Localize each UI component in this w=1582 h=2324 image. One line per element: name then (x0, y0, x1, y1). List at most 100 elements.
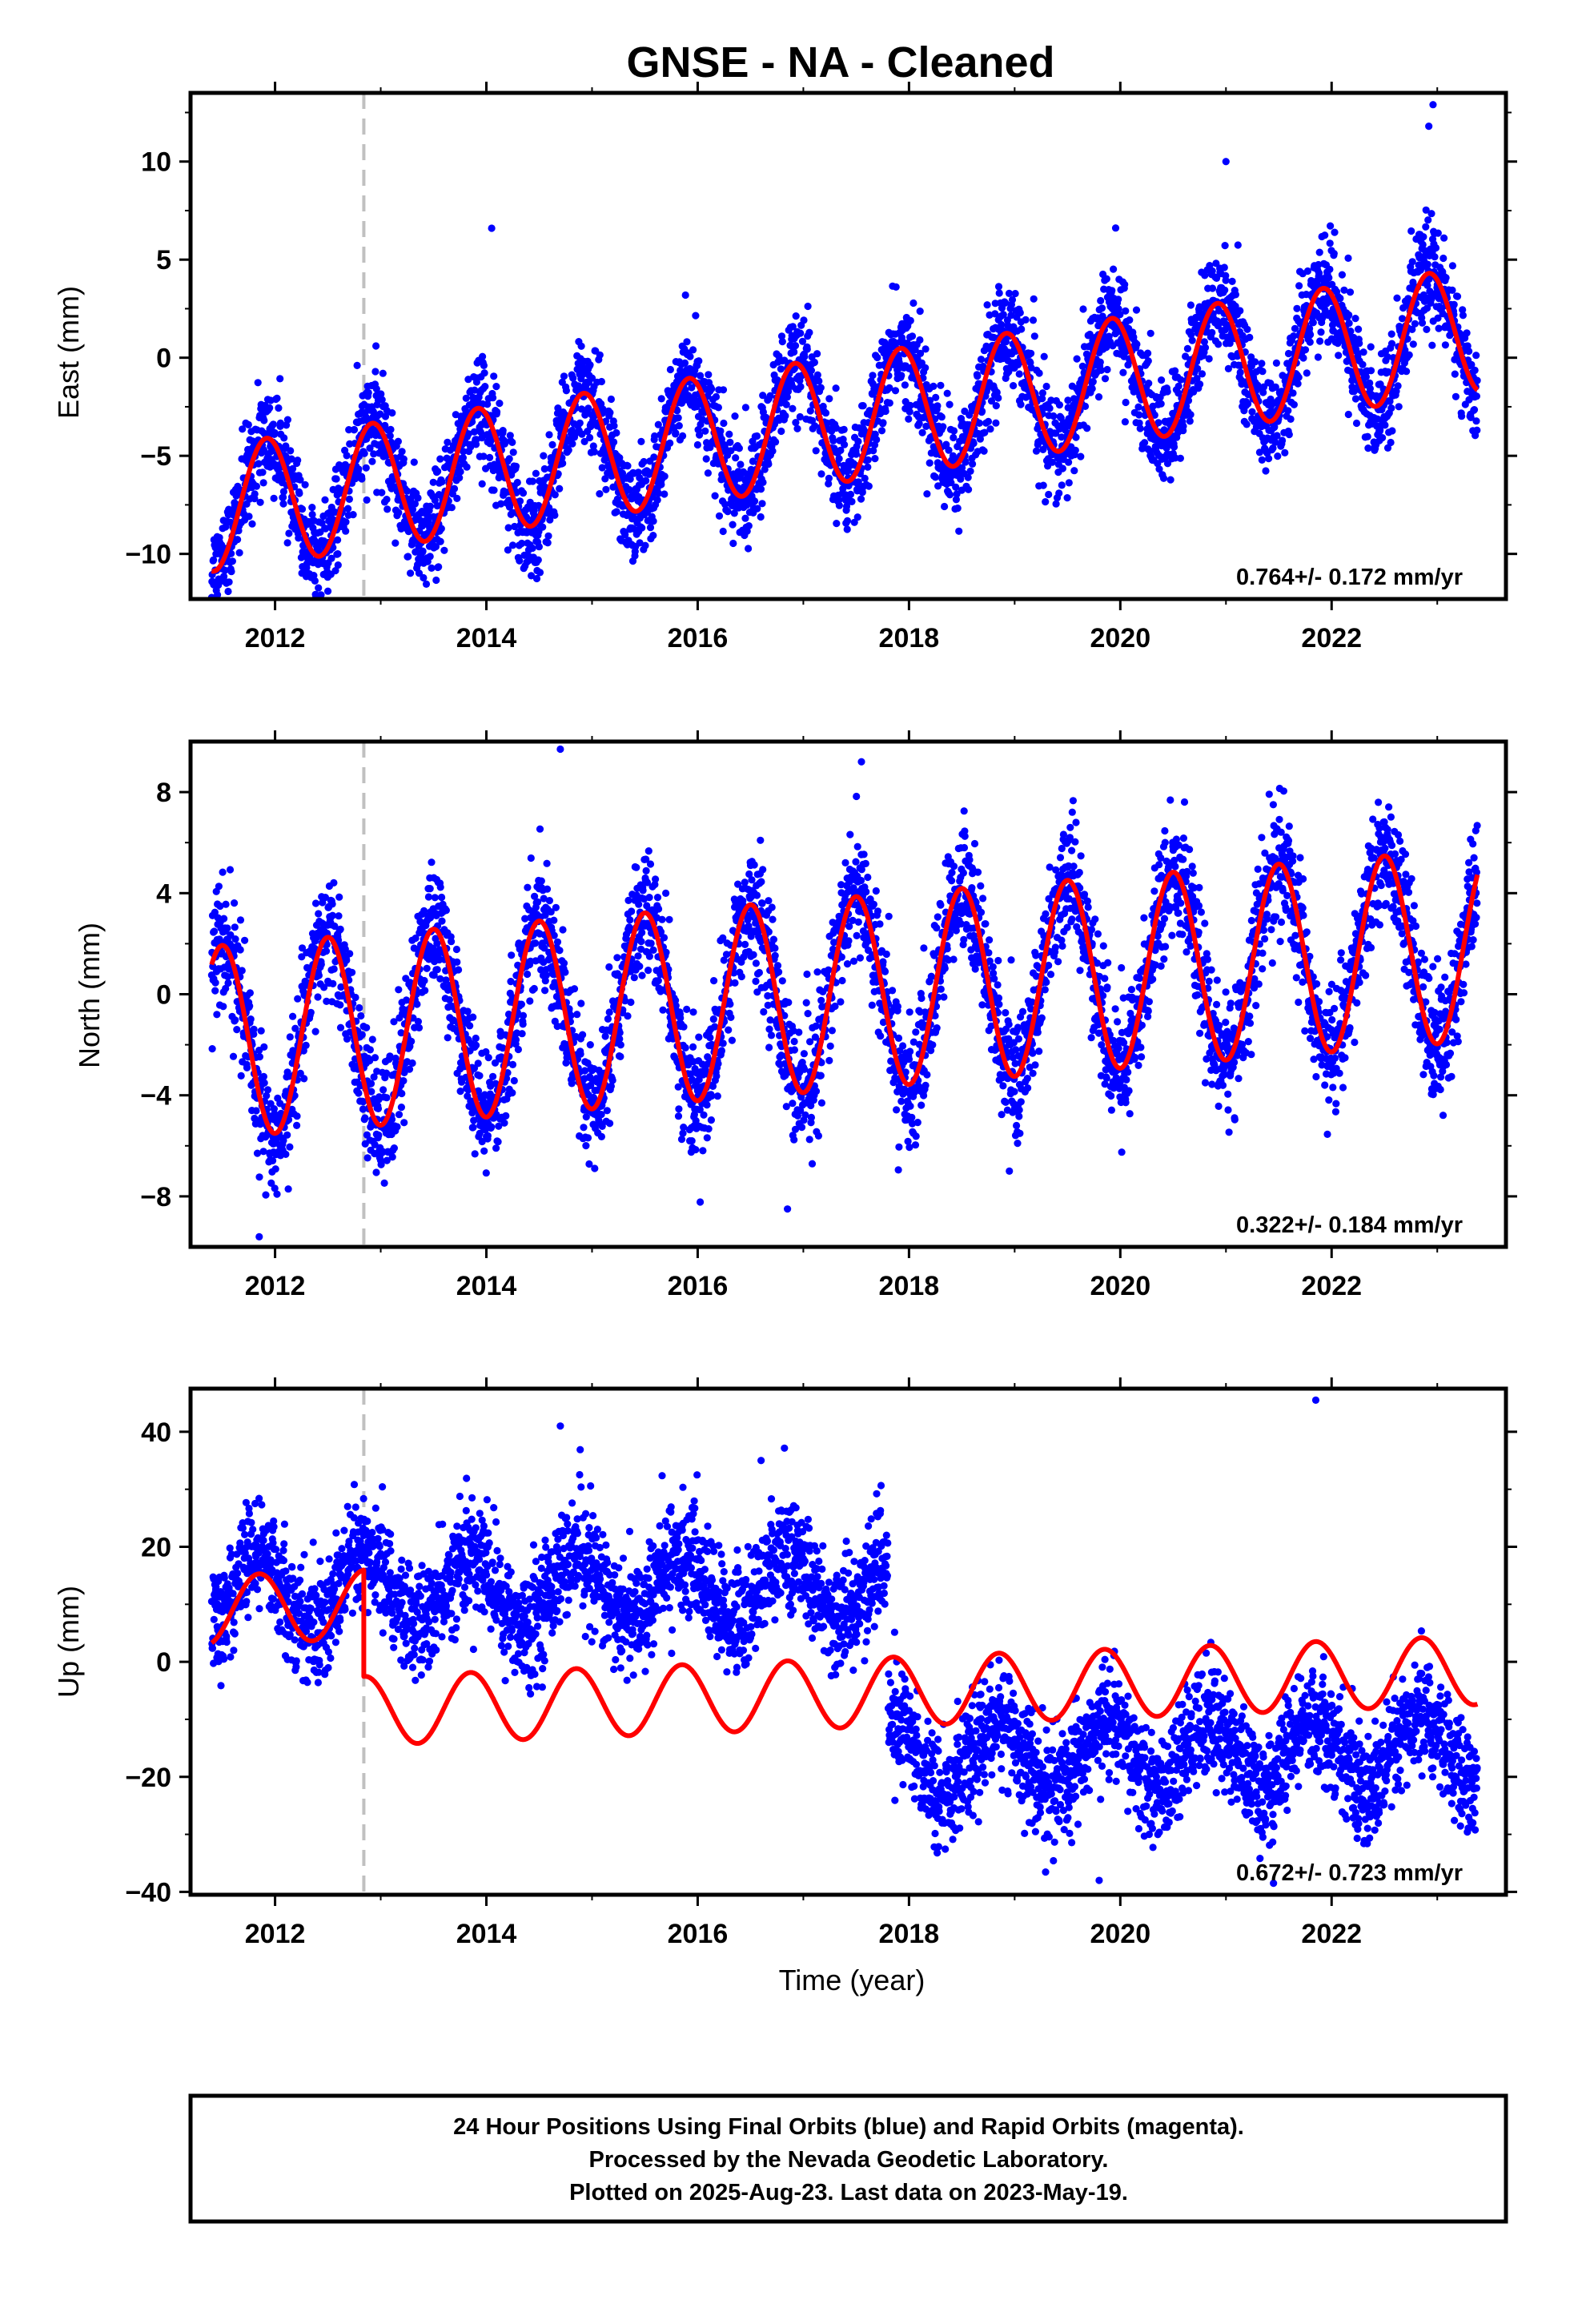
data-point (1387, 438, 1395, 447)
data-point (636, 539, 644, 547)
y-tick-label: 10 (141, 147, 171, 178)
data-point (355, 1003, 363, 1012)
data-point (1188, 336, 1196, 344)
y-tick-label: 5 (156, 245, 171, 275)
data-point (383, 496, 391, 504)
data-point (782, 400, 790, 408)
data-point (1351, 395, 1359, 403)
data-point (1122, 398, 1130, 407)
data-point (646, 524, 655, 532)
data-point (702, 455, 710, 463)
data-point (391, 539, 400, 547)
data-point (930, 382, 938, 390)
data-point (367, 1080, 375, 1088)
data-point (330, 965, 338, 973)
data-point (512, 462, 520, 470)
data-point (453, 494, 461, 503)
data-point (360, 449, 368, 457)
data-point (598, 464, 606, 472)
data-point (404, 487, 412, 495)
data-point (237, 1072, 245, 1080)
data-point (599, 405, 607, 413)
data-point (977, 356, 986, 364)
data-point (624, 462, 632, 470)
data-point (336, 1001, 344, 1009)
data-point (840, 425, 848, 434)
data-point (1136, 424, 1144, 432)
data-point (829, 436, 837, 445)
data-point (1411, 320, 1419, 328)
data-point (804, 302, 812, 311)
data-point (1448, 286, 1456, 294)
data-point (481, 383, 489, 391)
data-point (901, 381, 909, 389)
data-point (434, 468, 442, 476)
data-point (1132, 306, 1141, 314)
data-point (1470, 406, 1479, 414)
data-point (259, 479, 267, 487)
data-point (375, 1131, 383, 1140)
data-point (395, 986, 403, 994)
data-point (879, 419, 887, 427)
data-point (792, 312, 800, 320)
data-point (363, 1154, 371, 1162)
data-point (395, 509, 403, 517)
data-point (790, 348, 798, 356)
data-point (943, 389, 951, 397)
data-point (897, 372, 905, 380)
data-point (1094, 393, 1103, 401)
data-point (460, 448, 468, 456)
data-point (1166, 476, 1174, 484)
data-point (214, 591, 222, 599)
data-point (821, 409, 830, 417)
data-point (841, 440, 849, 448)
data-point (1042, 498, 1050, 506)
data-point (364, 388, 372, 396)
data-point (640, 457, 648, 466)
data-point (729, 521, 737, 529)
data-point (489, 394, 497, 402)
data-point (1027, 349, 1035, 357)
data-point (431, 894, 439, 902)
data-point (1364, 444, 1372, 452)
data-point (332, 475, 340, 483)
data-point (426, 885, 434, 893)
data-point (398, 448, 406, 456)
data-point (1018, 325, 1026, 333)
data-point (314, 993, 322, 1001)
data-point (1434, 229, 1442, 237)
data-point (1330, 250, 1338, 258)
data-point (246, 989, 254, 997)
data-point (271, 1165, 279, 1173)
data-point (419, 547, 427, 555)
data-point (1134, 403, 1142, 411)
data-point (1407, 227, 1415, 235)
data-point (518, 539, 526, 548)
data-point (610, 422, 618, 430)
data-point (211, 979, 219, 987)
data-point (1326, 265, 1334, 273)
data-point (246, 1002, 254, 1010)
data-point (224, 587, 232, 596)
data-point (692, 312, 700, 320)
data-point (534, 556, 542, 564)
data-point (334, 536, 342, 544)
data-point (1198, 370, 1207, 378)
data-point (508, 438, 516, 447)
data-point (371, 1054, 379, 1062)
data-point (983, 301, 991, 309)
data-point (1316, 337, 1324, 345)
data-point (852, 450, 860, 458)
data-point (389, 482, 397, 490)
x-tick-label: 2020 (1090, 623, 1150, 653)
data-point (1251, 358, 1259, 366)
data-point (835, 501, 843, 509)
data-point (1221, 242, 1229, 250)
data-point (1295, 373, 1303, 381)
data-point (524, 505, 532, 513)
data-point (1355, 340, 1363, 348)
data-point (1259, 368, 1267, 376)
data-point (1170, 443, 1178, 451)
data-point (559, 459, 567, 468)
data-point (227, 568, 235, 576)
